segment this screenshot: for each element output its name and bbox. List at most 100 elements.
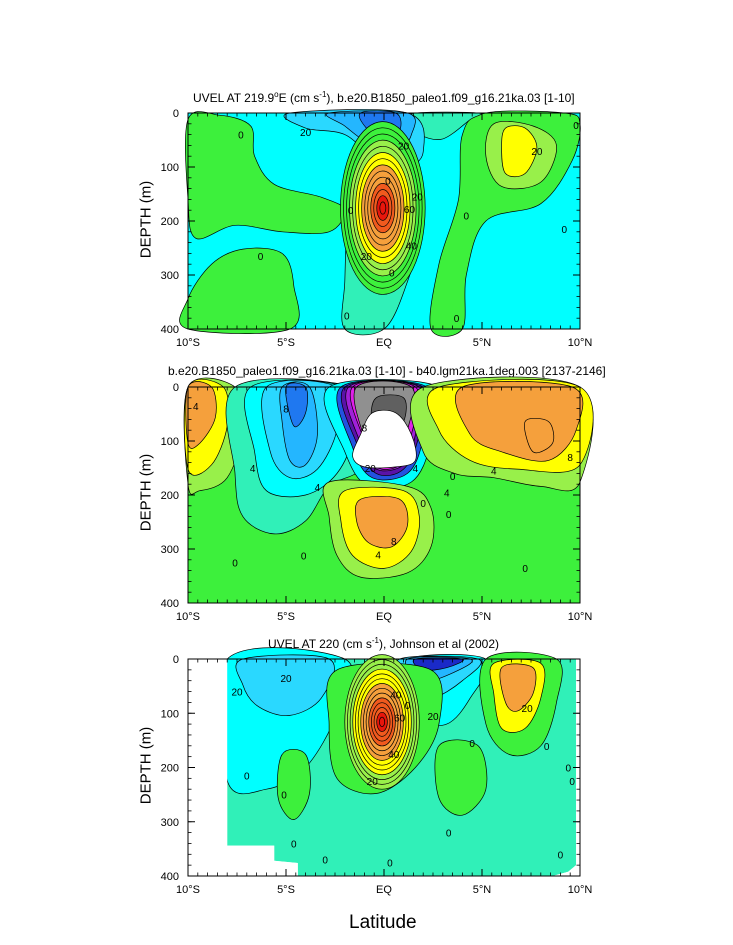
x-tick-label: EQ bbox=[376, 884, 392, 896]
contour-label: 60 bbox=[404, 205, 416, 216]
contour-label: 0 bbox=[238, 131, 244, 142]
bottom-green-left bbox=[276, 748, 311, 820]
contour-label: 0 bbox=[348, 206, 354, 217]
mid-blue-left bbox=[285, 382, 308, 428]
x-tick-label: 10°N bbox=[568, 337, 593, 349]
mid-white-core bbox=[352, 409, 417, 469]
contour-label: 60 bbox=[394, 714, 406, 725]
contour-label: 8 bbox=[283, 405, 289, 416]
contour-label: 0 bbox=[454, 314, 460, 325]
mid-orange-core bbox=[355, 495, 409, 549]
bottom-lightblue-left bbox=[235, 654, 335, 717]
contour-label: 0 bbox=[232, 559, 238, 570]
contour-label: 4 bbox=[193, 402, 199, 413]
x-tick-label: 10°S bbox=[176, 884, 200, 896]
mid-orange-right-inner bbox=[524, 417, 555, 454]
x-tick-label: 5°S bbox=[277, 337, 295, 349]
contour-label: 0 bbox=[573, 121, 579, 132]
contour-label: 0 bbox=[291, 839, 297, 850]
y-tick-label: 100 bbox=[161, 162, 179, 174]
contour-label: 0 bbox=[258, 252, 264, 263]
x-tick-label: 5°S bbox=[277, 884, 295, 896]
contour-label: 4 bbox=[444, 488, 450, 499]
contour-label: 0 bbox=[522, 564, 528, 575]
contour-label: 4 bbox=[315, 483, 321, 494]
contour-label: 0 bbox=[420, 499, 426, 510]
contour-label: 20 bbox=[398, 141, 410, 152]
y-tick-label: 400 bbox=[161, 871, 179, 883]
y-tick-label: 200 bbox=[161, 763, 179, 775]
contour-label: 20 bbox=[231, 688, 243, 699]
contour-label: 0 bbox=[569, 777, 575, 788]
panel-top-field bbox=[179, 109, 581, 337]
y-tick-label: 0 bbox=[173, 382, 179, 394]
contour-label: 0 bbox=[469, 739, 475, 750]
top-yellow-right bbox=[501, 125, 538, 178]
contour-label: 0 bbox=[446, 510, 452, 521]
contour-label: 20 bbox=[522, 704, 534, 715]
contour-label: 20 bbox=[412, 193, 424, 204]
contour-label: 0 bbox=[301, 551, 307, 562]
top-core-ring-13 bbox=[379, 201, 387, 215]
bottom-orange-right bbox=[499, 663, 537, 712]
contour-label: 0 bbox=[244, 772, 250, 783]
panel-bottom-field bbox=[188, 647, 580, 876]
panel-middle-title: b.e20.B1850_paleo1.f09_g16.21ka.03 [1-10… bbox=[168, 364, 606, 378]
y-tick-label: 300 bbox=[161, 544, 179, 556]
contour-label: 0 bbox=[558, 850, 564, 861]
contour-label: 8 bbox=[391, 537, 397, 548]
contour-label: 0 bbox=[562, 225, 568, 236]
x-tick-label: 5°N bbox=[473, 884, 492, 896]
contour-label: 40 bbox=[390, 690, 402, 701]
x-tick-label: 10°S bbox=[176, 611, 200, 623]
contour-label: 40 bbox=[388, 750, 400, 761]
contour-label: 20 bbox=[300, 128, 312, 139]
contour-label: 0 bbox=[389, 268, 395, 279]
y-tick-label: 100 bbox=[161, 708, 179, 720]
contour-label: 20 bbox=[280, 674, 292, 685]
panel-top-title: UVEL AT 219.9oE (cm s-1), b.e20.B1850_pa… bbox=[193, 90, 575, 105]
x-tick-label: 5°N bbox=[473, 611, 492, 623]
y-tick-label: 0 bbox=[173, 654, 179, 666]
y-tick-label: 200 bbox=[161, 216, 179, 228]
x-tick-label: 10°N bbox=[568, 884, 593, 896]
x-tick-label: EQ bbox=[376, 611, 392, 623]
contour-label: 4 bbox=[250, 464, 256, 475]
bottom-green-mid bbox=[434, 739, 488, 816]
contour-label: 4 bbox=[491, 467, 497, 478]
contour-label: 40 bbox=[406, 241, 418, 252]
contour-label: 20 bbox=[365, 464, 377, 475]
contour-label: 0 bbox=[385, 177, 391, 188]
y-tick-label: 400 bbox=[161, 598, 179, 610]
contour-label: 8 bbox=[362, 424, 368, 435]
x-tick-label: 5°N bbox=[473, 337, 492, 349]
contour-label: 0 bbox=[281, 791, 287, 802]
y-tick-label: 200 bbox=[161, 490, 179, 502]
contour-label: 0 bbox=[565, 764, 571, 775]
x-tick-label: 10°N bbox=[568, 611, 593, 623]
contour-label: 0 bbox=[446, 829, 452, 840]
x-tick-label: 10°S bbox=[176, 337, 200, 349]
contour-label: 20 bbox=[367, 777, 379, 788]
contour-label: 4 bbox=[413, 464, 419, 475]
panel-bottom-title: UVEL AT 220 (cm s-1), Johnson et al (200… bbox=[268, 636, 500, 651]
x-tick-label: EQ bbox=[376, 337, 392, 349]
contour-label: 4 bbox=[375, 550, 381, 561]
contour-label: 0 bbox=[450, 472, 456, 483]
y-tick-label: 400 bbox=[161, 324, 179, 336]
contour-label: 20 bbox=[427, 712, 439, 723]
bottom-blank-left bbox=[188, 659, 228, 876]
x-tick-label: 5°S bbox=[277, 611, 295, 623]
contour-label: 0 bbox=[344, 312, 350, 323]
y-tick-label: 300 bbox=[161, 817, 179, 829]
bottom-blank-lowerleft bbox=[227, 845, 298, 876]
contour-label: 0 bbox=[464, 212, 470, 223]
contour-label: 20 bbox=[531, 147, 543, 158]
contour-label: 8 bbox=[567, 453, 573, 464]
